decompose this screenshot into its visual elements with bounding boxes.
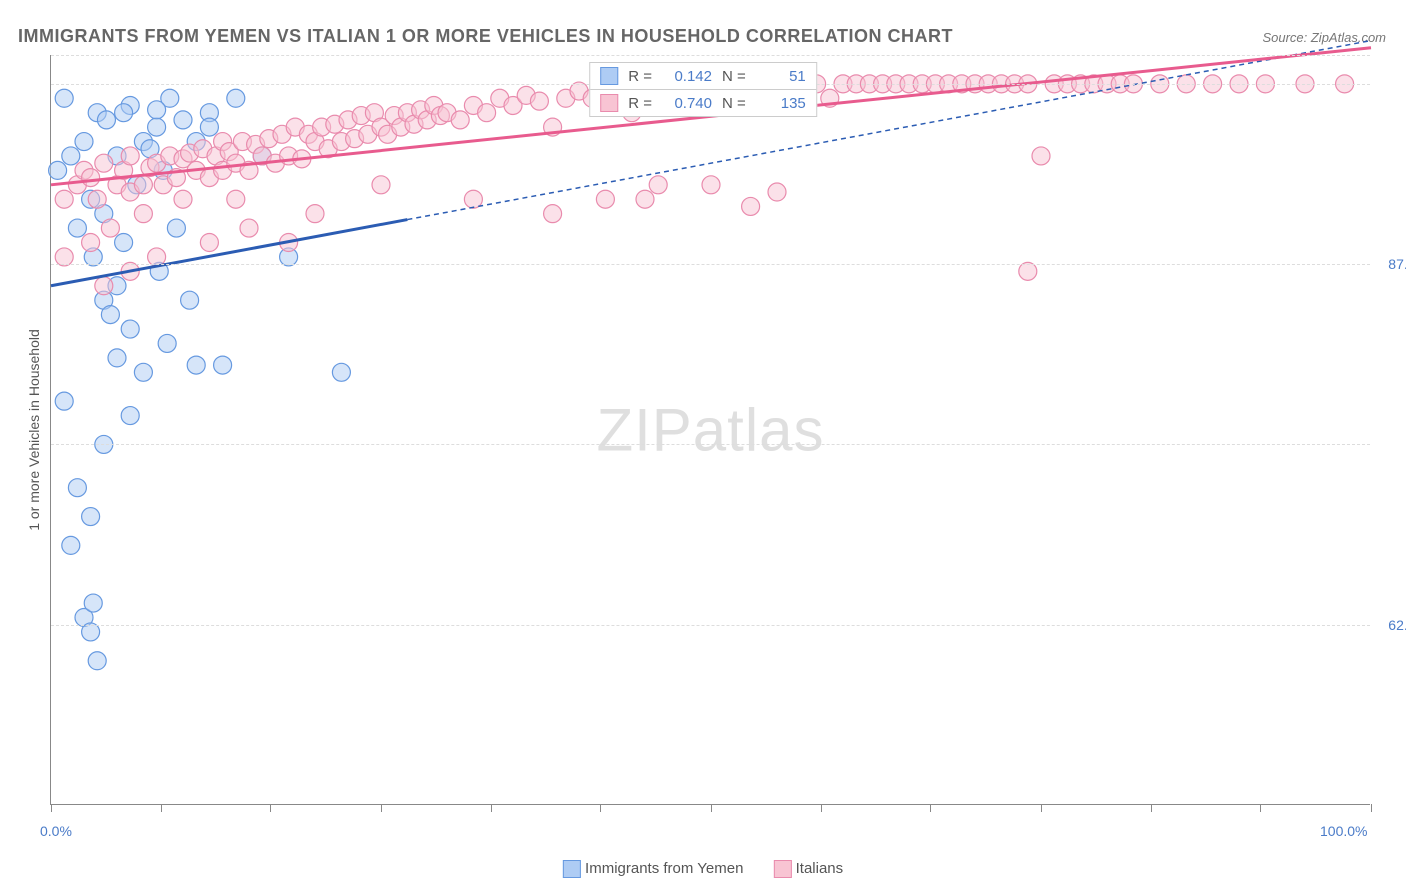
n-label: N = (722, 68, 746, 85)
legend-label: Immigrants from Yemen (585, 860, 743, 877)
scatter-svg (51, 55, 1370, 804)
n-value: 135 (756, 95, 806, 112)
chart-source: Source: ZipAtlas.com (1262, 30, 1386, 45)
n-value: 51 (756, 68, 806, 85)
series-legend: Immigrants from Yemen Italians (563, 860, 843, 878)
r-label: R = (628, 68, 652, 85)
y-axis-title: 1 or more Vehicles in Household (26, 329, 42, 531)
correlation-stats-legend: R = 0.142 N = 51 R = 0.740 N = 135 (589, 62, 817, 117)
legend-item: Italians (773, 860, 843, 878)
x-tick-label: 100.0% (1320, 823, 1367, 839)
swatch-icon (600, 94, 618, 112)
swatch-icon (563, 860, 581, 878)
r-label: R = (628, 95, 652, 112)
y-tick-label: 62.5% (1373, 617, 1406, 633)
stats-row: R = 0.740 N = 135 (590, 89, 816, 116)
n-label: N = (722, 95, 746, 112)
legend-label: Italians (796, 860, 844, 877)
stats-row: R = 0.142 N = 51 (590, 63, 816, 89)
legend-item: Immigrants from Yemen (563, 860, 744, 878)
y-tick-label: 87.5% (1373, 256, 1406, 272)
chart-container: IMMIGRANTS FROM YEMEN VS ITALIAN 1 OR MO… (0, 0, 1406, 892)
swatch-icon (773, 860, 791, 878)
x-tick-label: 0.0% (40, 823, 72, 839)
r-value: 0.142 (662, 68, 712, 85)
chart-title: IMMIGRANTS FROM YEMEN VS ITALIAN 1 OR MO… (18, 26, 953, 47)
swatch-icon (600, 67, 618, 85)
r-value: 0.740 (662, 95, 712, 112)
plot-area: ZIPatlas 62.5%87.5% (50, 55, 1370, 805)
